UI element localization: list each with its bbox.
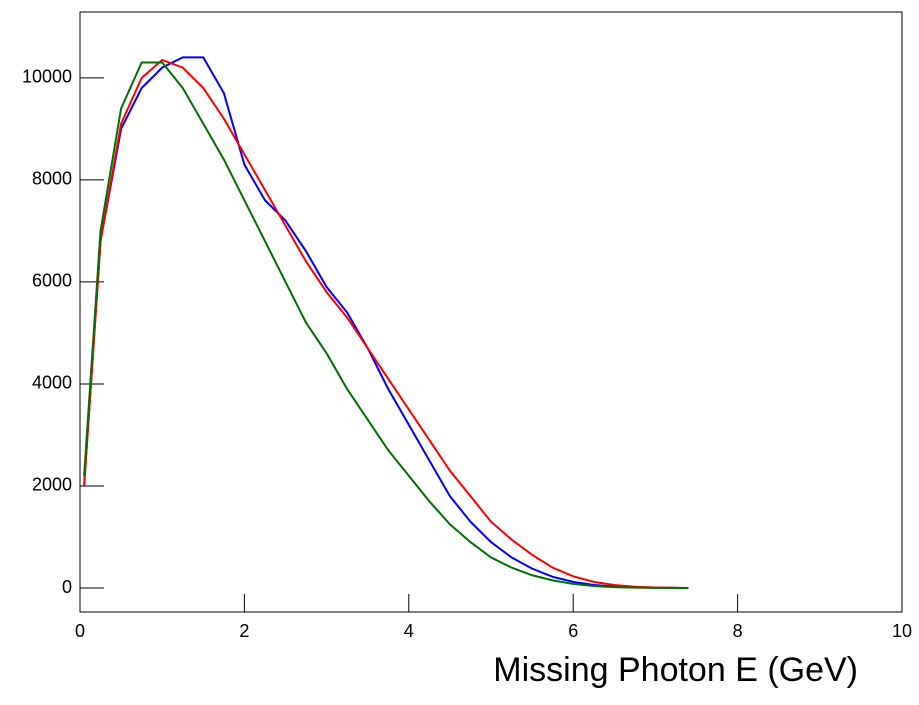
x-tick-label: 8 (733, 621, 743, 641)
data-line (83, 56, 689, 590)
x-tick-label: 0 (75, 621, 85, 641)
y-tick-label: 4000 (32, 373, 72, 393)
y-tick-label: 8000 (32, 169, 72, 189)
x-tick-label: 6 (568, 621, 578, 641)
x-axis-label: Missing Photon E (GeV) (493, 651, 858, 689)
x-tick-label: 2 (239, 621, 249, 641)
data-line (83, 58, 689, 590)
y-tick-label: 6000 (32, 271, 72, 291)
x-tick-label: 10 (892, 621, 912, 641)
x-tick-label: 4 (404, 621, 414, 641)
plot-frame (79, 11, 903, 613)
y-tick-label: 10000 (22, 67, 72, 87)
y-tick-label: 2000 (32, 475, 72, 495)
y-tick-label: 0 (62, 577, 72, 597)
data-line (83, 61, 689, 590)
